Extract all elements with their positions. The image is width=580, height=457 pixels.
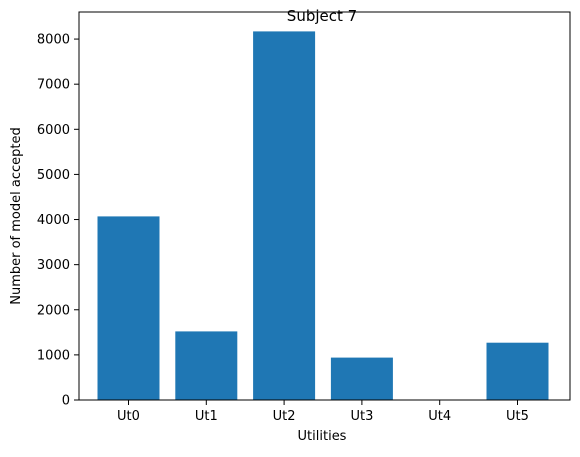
x-axis-ticks: Ut0 Ut1 Ut2 Ut3 Ut4 Ut5 bbox=[117, 400, 529, 424]
x-tick-label: Ut4 bbox=[428, 409, 451, 424]
bar-ut5 bbox=[486, 342, 549, 400]
y-axis-label: Number of model accepted bbox=[9, 127, 24, 305]
bars-group bbox=[97, 31, 549, 401]
x-tick-label: Ut1 bbox=[195, 409, 218, 424]
bar-ut3 bbox=[330, 357, 393, 400]
y-tick-label: 7000 bbox=[37, 78, 70, 93]
chart-title: Subject 7 bbox=[287, 7, 357, 25]
y-tick-label: 0 bbox=[62, 394, 70, 409]
x-axis-label: Utilities bbox=[298, 429, 347, 444]
x-tick-label: Ut3 bbox=[350, 409, 373, 424]
bar-ut1 bbox=[175, 331, 238, 400]
y-tick-label: 4000 bbox=[37, 213, 70, 228]
x-tick-label: Ut2 bbox=[273, 409, 296, 424]
plot-frame bbox=[78, 11, 571, 401]
x-tick-label: Ut5 bbox=[506, 409, 529, 424]
y-tick-label: 5000 bbox=[37, 168, 70, 183]
bar-ut2 bbox=[253, 31, 316, 401]
y-tick-label: 1000 bbox=[37, 348, 70, 363]
bar-ut0 bbox=[97, 216, 160, 400]
y-tick-label: 6000 bbox=[37, 123, 70, 138]
y-tick-label: 8000 bbox=[37, 33, 70, 48]
y-axis-ticks: 0 1000 2000 3000 4000 5000 6000 7000 8000 bbox=[37, 33, 79, 409]
y-tick-label: 3000 bbox=[37, 258, 70, 273]
x-tick-label: Ut0 bbox=[117, 409, 140, 424]
y-tick-label: 2000 bbox=[37, 303, 70, 318]
